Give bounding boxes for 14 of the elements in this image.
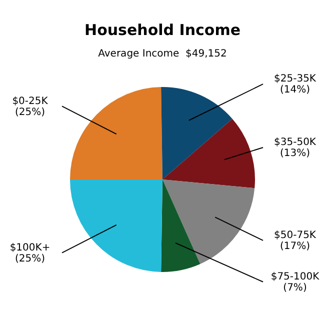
slice-label: $25-35K (274, 74, 316, 85)
data-label: (25%) (14, 106, 46, 118)
data-label: (7%) (283, 282, 307, 294)
slice-label: $0-25K (12, 96, 48, 107)
chart-subtitle: Average Income $49,152 (98, 48, 227, 60)
slice-label: $100K+ (10, 242, 50, 254)
slice-label: $50-75K (274, 230, 316, 241)
data-label: (13%) (280, 148, 310, 160)
data-label: (14%) (280, 84, 310, 96)
data-label: (17%) (280, 240, 310, 252)
slice-label: $35-50K (274, 137, 316, 148)
data-label: (25%) (14, 253, 46, 264)
chart-title: Household Income (84, 20, 240, 39)
slice-label: $75-100K (270, 271, 320, 282)
